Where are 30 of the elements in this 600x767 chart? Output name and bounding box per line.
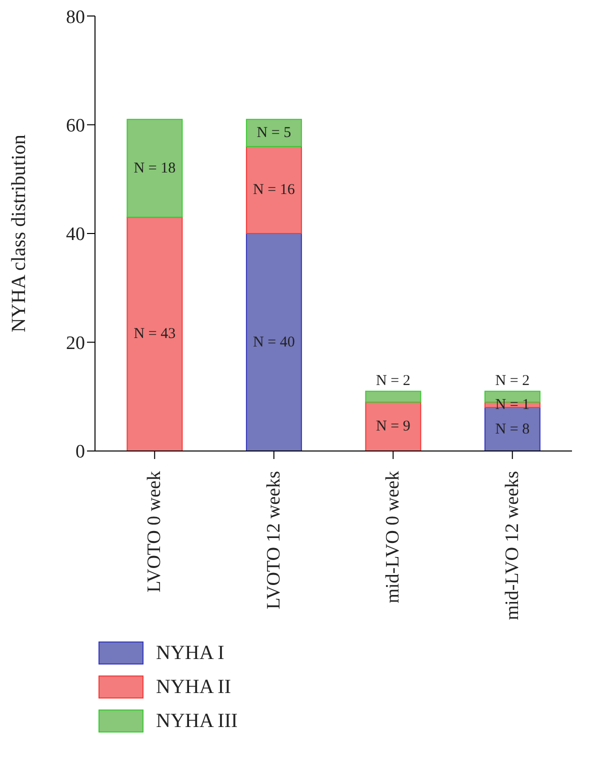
legend-label: NYHA III: [156, 710, 238, 732]
data-label: N = 16: [253, 182, 296, 198]
legend-label: NYHA II: [156, 676, 231, 698]
legend-label: NYHA I: [156, 642, 224, 664]
data-label: N = 40: [253, 334, 295, 350]
y-tick-label: 20: [66, 332, 85, 354]
data-label: N = 5: [256, 124, 292, 141]
bar: [126, 216, 183, 451]
x-tick-label: LVOTO 12 weeks: [263, 471, 284, 610]
y-axis-title: NYHA class distribution: [8, 134, 30, 332]
y-tick-label: 0: [76, 442, 85, 463]
y-tick-label: 80: [66, 6, 85, 28]
bar: [365, 390, 422, 403]
bar: [246, 233, 302, 451]
x-tick-label: mid-LVO 12 weeks: [502, 471, 523, 620]
x-tick-label: mid-LVO 0 week: [382, 470, 404, 604]
data-label: N = 2: [495, 373, 530, 390]
bar: [484, 407, 540, 451]
data-label: N = 43: [134, 326, 176, 342]
bar: [365, 402, 422, 451]
bar: [126, 118, 183, 218]
bar: [246, 118, 302, 147]
y-tick-label: 40: [66, 224, 85, 246]
bar: [246, 146, 302, 234]
data-label: N = 9: [376, 418, 410, 435]
y-tick-label: 60: [66, 115, 85, 136]
data-label: N = 2: [376, 373, 410, 390]
data-label: N = 18: [134, 160, 176, 176]
data-label: N = 8: [495, 421, 530, 438]
x-tick-label: LVOTO 0 week: [144, 470, 166, 592]
